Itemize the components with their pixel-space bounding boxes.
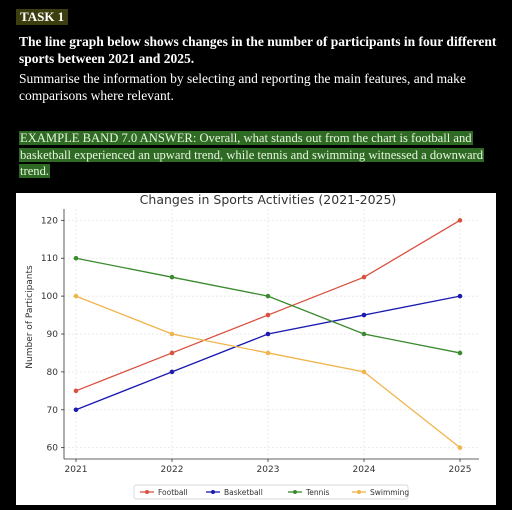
- line-chart: Changes in Sports Activities (2021-2025)…: [16, 192, 496, 505]
- task-prompt: The line graph below shows changes in th…: [19, 34, 497, 66]
- task-label: TASK 1: [16, 9, 69, 25]
- data-point-basketball: [265, 331, 271, 337]
- legend-marker: [211, 490, 215, 494]
- y-tick-label: 60: [47, 444, 59, 454]
- y-tick-label: 120: [41, 216, 58, 226]
- data-point-tennis: [169, 274, 175, 280]
- legend-label: Swimming: [370, 488, 409, 497]
- axes: 60 70 80 90 100 110 120 2021 2022 2023 2024 2025: [41, 209, 479, 475]
- legend: Football Basketball Tennis Swimming: [133, 484, 409, 500]
- data-point-tennis: [73, 255, 79, 261]
- example-answer: EXAMPLE BAND 7.0 ANSWER: Overall, what s…: [19, 130, 499, 180]
- y-tick-label: 80: [47, 368, 59, 378]
- data-point-swimming: [361, 369, 367, 375]
- data-point-tennis: [361, 331, 367, 337]
- legend-item-football: Football: [140, 488, 188, 497]
- x-tick-label: 2023: [257, 465, 280, 475]
- x-tick-label: 2025: [449, 465, 472, 475]
- chart-title: Changes in Sports Activities (2021-2025): [140, 193, 397, 207]
- data-point-basketball: [169, 369, 175, 375]
- data-point-swimming: [169, 331, 175, 337]
- legend-marker: [357, 490, 361, 494]
- data-point-football: [361, 274, 367, 280]
- y-tick-label: 70: [47, 406, 59, 416]
- data-point-swimming: [73, 293, 79, 299]
- data-point-swimming: [265, 350, 271, 356]
- data-point-football: [169, 350, 175, 356]
- y-tick-label: 90: [47, 330, 59, 340]
- grid-lines: [64, 209, 479, 459]
- x-tick-label: 2022: [161, 465, 184, 475]
- example-answer-text: EXAMPLE BAND 7.0 ANSWER: Overall, what s…: [19, 131, 485, 178]
- legend-marker: [293, 490, 297, 494]
- data-point-basketball: [361, 312, 367, 318]
- legend-marker: [145, 490, 149, 494]
- y-tick-label: 100: [41, 292, 58, 302]
- legend-label: Football: [158, 488, 188, 497]
- legend-label: Basketball: [224, 488, 263, 497]
- legend-item-swimming: Swimming: [352, 488, 409, 497]
- data-point-football: [265, 312, 271, 318]
- legend-label: Tennis: [305, 488, 330, 497]
- data-point-basketball: [73, 407, 79, 413]
- legend-item-tennis: Tennis: [288, 488, 330, 497]
- x-tick-label: 2024: [353, 465, 376, 475]
- series-lines: [73, 218, 463, 450]
- task-instructions: Summarise the information by selecting a…: [19, 71, 466, 103]
- data-point-tennis: [265, 293, 271, 299]
- data-point-tennis: [457, 350, 463, 356]
- data-point-football: [73, 388, 79, 394]
- legend-item-basketball: Basketball: [206, 488, 263, 497]
- y-axis-label: Number of Participants: [25, 265, 35, 369]
- data-point-basketball: [457, 293, 463, 299]
- legend-box: [133, 484, 409, 500]
- data-point-swimming: [457, 445, 463, 450]
- y-tick-label: 110: [41, 254, 58, 264]
- line-chart-svg: Changes in Sports Activities (2021-2025)…: [25, 192, 479, 500]
- x-tick-label: 2021: [65, 465, 88, 475]
- data-point-football: [457, 218, 463, 223]
